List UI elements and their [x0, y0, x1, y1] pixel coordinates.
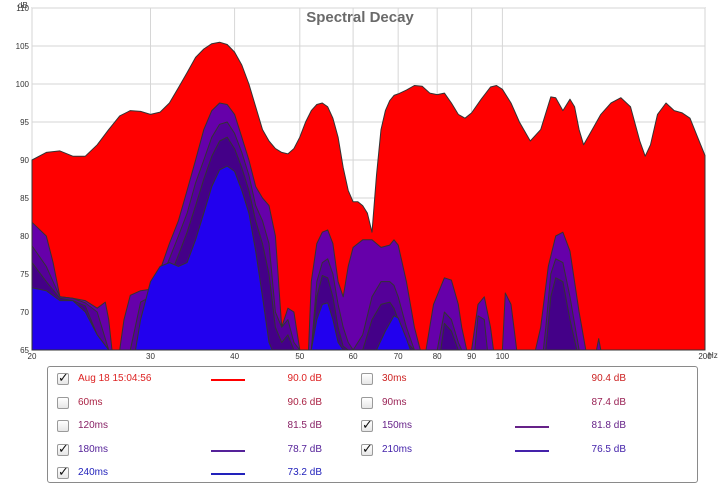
legend-item[interactable]: 120ms 81.5 dB: [57, 419, 357, 437]
y-axis-unit-label: dB: [18, 1, 28, 10]
x-tick-label: 100: [496, 352, 510, 361]
legend-checkbox[interactable]: ✓: [57, 371, 69, 386]
legend-item[interactable]: 60ms 90.6 dB: [57, 396, 357, 414]
legend-item[interactable]: ✓ 240ms 73.2 dB: [57, 466, 357, 484]
legend-item[interactable]: ✓ Aug 18 15:04:56 90.0 dB: [57, 372, 357, 390]
legend-item[interactable]: 90ms 87.4 dB: [361, 396, 661, 414]
legend-line-swatch: [211, 379, 245, 381]
legend-checkbox[interactable]: [361, 373, 373, 385]
y-tick-label: 100: [16, 80, 30, 89]
legend-line-swatch: [515, 426, 549, 428]
legend-label: Aug 18 15:04:56: [78, 373, 152, 384]
y-tick-label: 70: [20, 308, 29, 317]
legend-value: 90.6 dB: [287, 396, 322, 408]
legend-label: 240ms: [78, 467, 109, 478]
legend-panel: ✓ Aug 18 15:04:56 90.0 dB 30ms 90.4 dB 60ms 90…: [47, 366, 698, 483]
legend-line-swatch: [211, 449, 245, 452]
legend-label: 60ms: [78, 396, 103, 408]
y-tick-label: 65: [20, 346, 29, 355]
legend-item[interactable]: ✓ 150ms 81.8 dB: [361, 419, 661, 437]
y-tick-label: 95: [20, 118, 29, 127]
axis-ticks: 65 70 75 80 85 90 95 100 105 110 20 30 40 50 60 70 80 90 1…: [16, 4, 713, 361]
chart-title: Spectral Decay: [306, 9, 414, 26]
x-tick-label: 90: [467, 352, 476, 361]
spectral-decay-chart: 65 70 75 80 85 90 95 100 105 110 20 30 40 50 60 70 80 90 1…: [16, 1, 718, 361]
x-tick-label: 20: [28, 352, 37, 361]
legend-value: 90.4 dB: [591, 373, 626, 384]
legend-value: 90.0 dB: [287, 373, 322, 384]
x-tick-label: 30: [146, 352, 155, 361]
decay-areas: [31, 41, 706, 351]
legend-checkbox[interactable]: ✓: [57, 441, 69, 457]
x-axis-unit-label: Hz: [708, 351, 718, 360]
x-tick-label: 40: [230, 352, 239, 361]
legend-label: 120ms: [78, 420, 109, 431]
legend-checkbox[interactable]: [57, 420, 69, 432]
legend-item[interactable]: 30ms 90.4 dB: [361, 372, 661, 390]
legend-value: 76.5 dB: [591, 443, 626, 455]
y-tick-label: 80: [20, 232, 29, 241]
legend-checkbox[interactable]: ✓: [361, 441, 373, 457]
x-tick-label: 200: [698, 352, 712, 361]
legend-checkbox[interactable]: ✓: [57, 465, 69, 480]
legend-value: 81.5 dB: [287, 420, 322, 431]
legend-label: 210ms: [382, 443, 413, 455]
decay-area-4: [31, 165, 706, 351]
y-tick-label: 110: [16, 4, 29, 13]
y-tick-label: 85: [20, 194, 29, 203]
legend-value: 81.8 dB: [591, 420, 626, 431]
legend-value: 73.2 dB: [287, 467, 322, 478]
legend-label: 150ms: [382, 420, 413, 431]
legend-value: 78.7 dB: [287, 443, 322, 455]
legend-checkbox[interactable]: [361, 396, 373, 409]
legend-label: 180ms: [78, 443, 109, 455]
legend-line-swatch: [211, 473, 245, 475]
legend-line-swatch: [515, 449, 549, 452]
legend-label: 30ms: [382, 373, 407, 384]
y-tick-label: 75: [20, 270, 29, 279]
y-tick-label: 90: [20, 156, 29, 165]
legend-item[interactable]: ✓ 180ms 78.7 dB: [57, 443, 357, 461]
legend-item[interactable]: ✓ 210ms 76.5 dB: [361, 443, 661, 461]
legend-label: 90ms: [382, 396, 407, 408]
legend-checkbox[interactable]: ✓: [361, 418, 373, 433]
x-tick-label: 60: [349, 352, 358, 361]
legend-value: 87.4 dB: [591, 396, 626, 408]
legend-checkbox[interactable]: [57, 396, 69, 409]
y-tick-label: 105: [16, 42, 30, 51]
x-tick-label: 70: [394, 352, 403, 361]
x-tick-label: 50: [295, 352, 304, 361]
x-tick-label: 80: [433, 352, 442, 361]
